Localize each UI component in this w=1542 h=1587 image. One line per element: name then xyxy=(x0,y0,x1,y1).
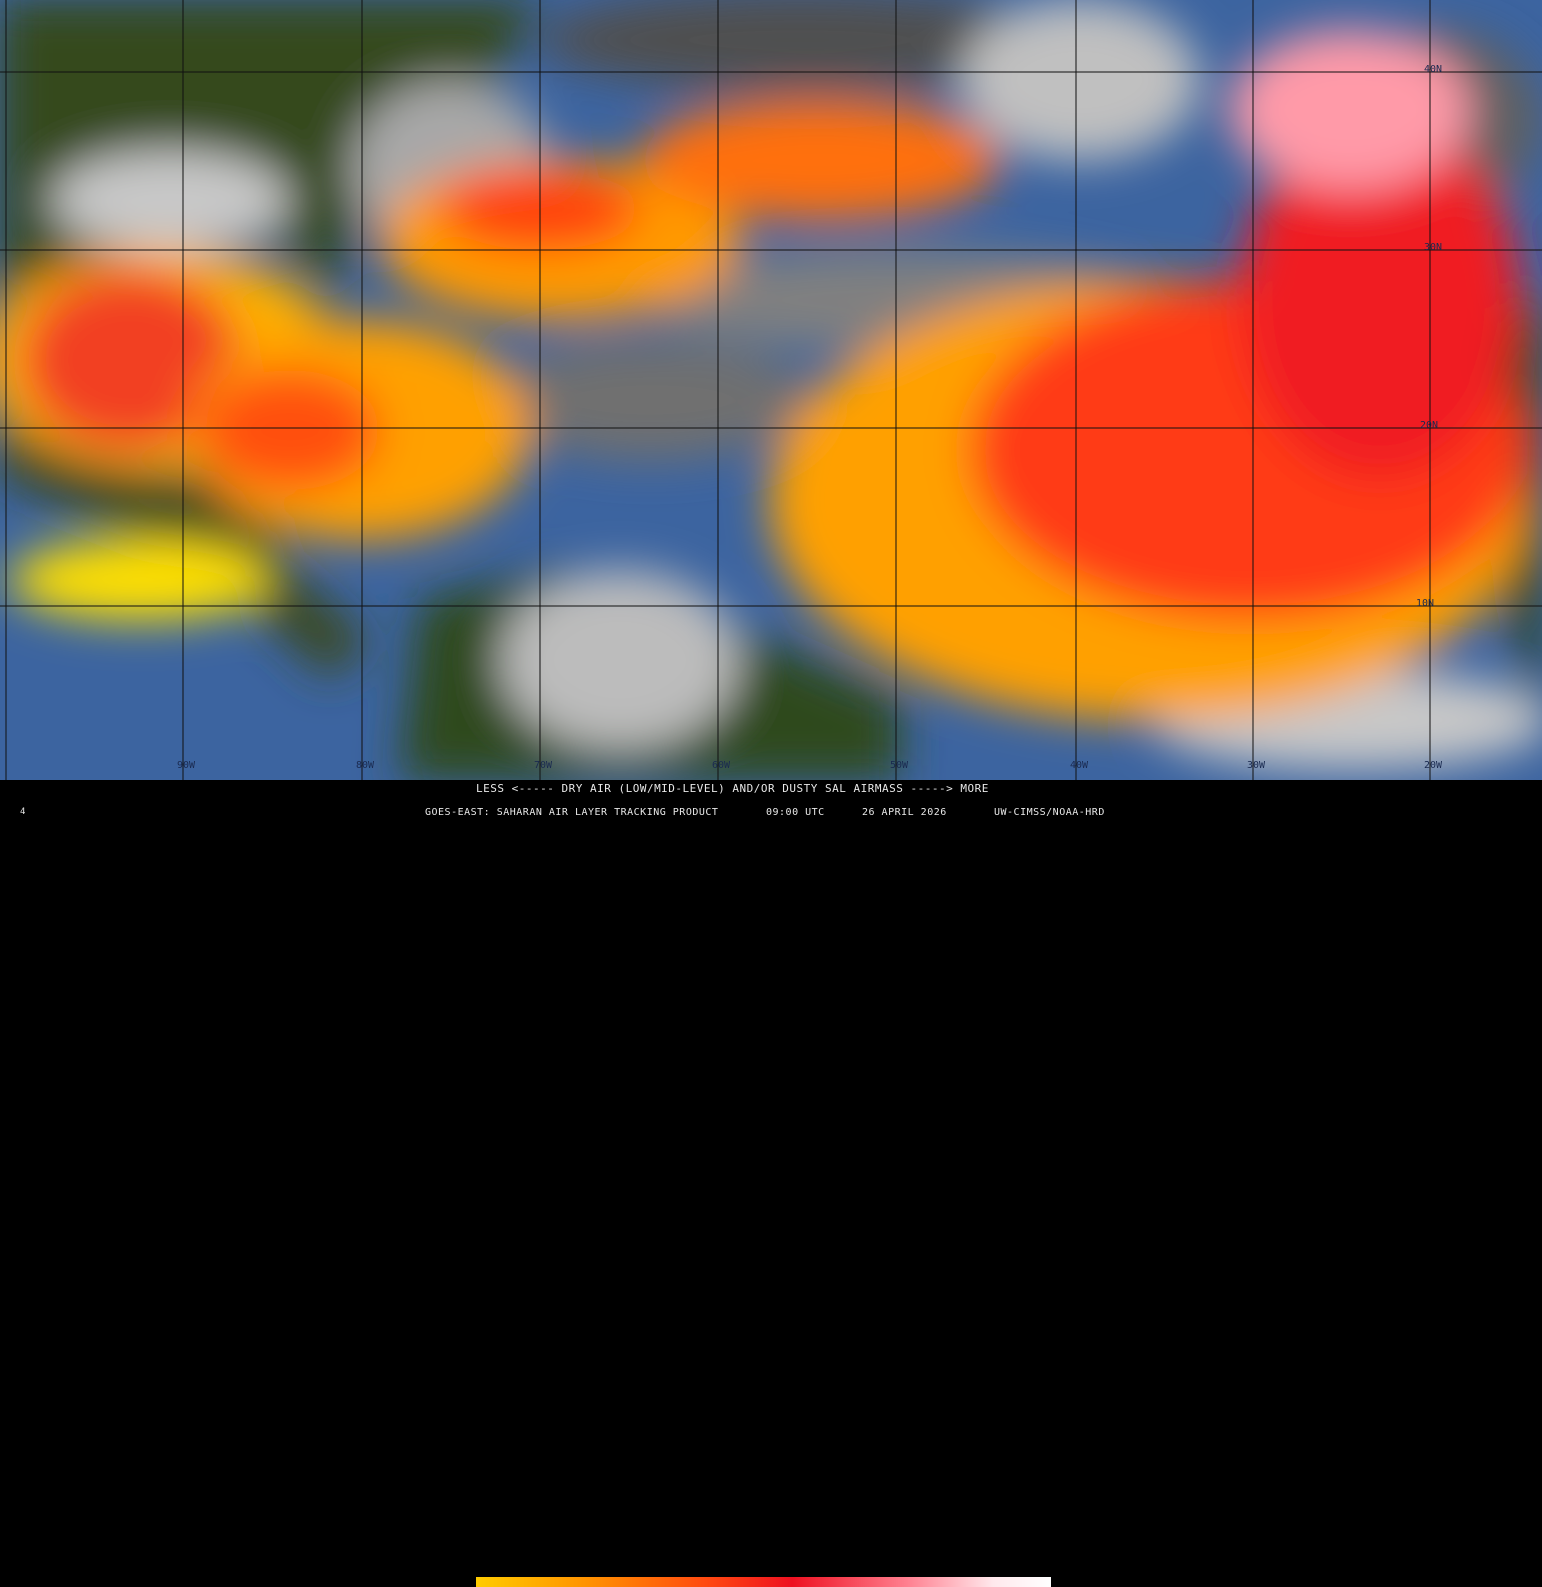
lon-label: 80W xyxy=(356,760,375,771)
frame-number: 4 xyxy=(20,807,26,817)
credit: UW-CIMSS/NOAA-HRD xyxy=(994,807,1105,818)
lon-label: 70W xyxy=(534,760,553,771)
legend-colorbar xyxy=(476,1577,1051,1587)
lon-label: 30W xyxy=(1247,760,1266,771)
lat-label: 30N xyxy=(1424,242,1443,253)
time-stamp: 09:00 UTC xyxy=(766,807,825,818)
lon-label: 90W xyxy=(177,760,196,771)
lon-label: 50W xyxy=(890,760,909,771)
legend-scale-label: LESS <----- DRY AIR (LOW/MID-LEVEL) AND/… xyxy=(476,782,989,795)
mexico-land xyxy=(0,280,370,680)
lat-label: 40N xyxy=(1424,64,1443,75)
satellite-map: 90W 80W 70W 60W 50W 40W 30W 20W 40N 30N … xyxy=(0,0,1542,780)
lat-lon-grid xyxy=(0,0,1542,780)
lon-label: 40W xyxy=(1070,760,1089,771)
lat-label: 20N xyxy=(1420,420,1439,431)
legend-footer: LESS <----- DRY AIR (LOW/MID-LEVEL) AND/… xyxy=(0,780,1542,1587)
lat-label: 10N xyxy=(1416,598,1435,609)
sal-imagery xyxy=(0,0,1542,780)
lon-label: 60W xyxy=(712,760,731,771)
product-name: GOES-EAST: SAHARAN AIR LAYER TRACKING PR… xyxy=(425,807,719,818)
date-stamp: 26 APRIL 2026 xyxy=(862,807,947,818)
lon-label: 20W xyxy=(1424,760,1443,771)
